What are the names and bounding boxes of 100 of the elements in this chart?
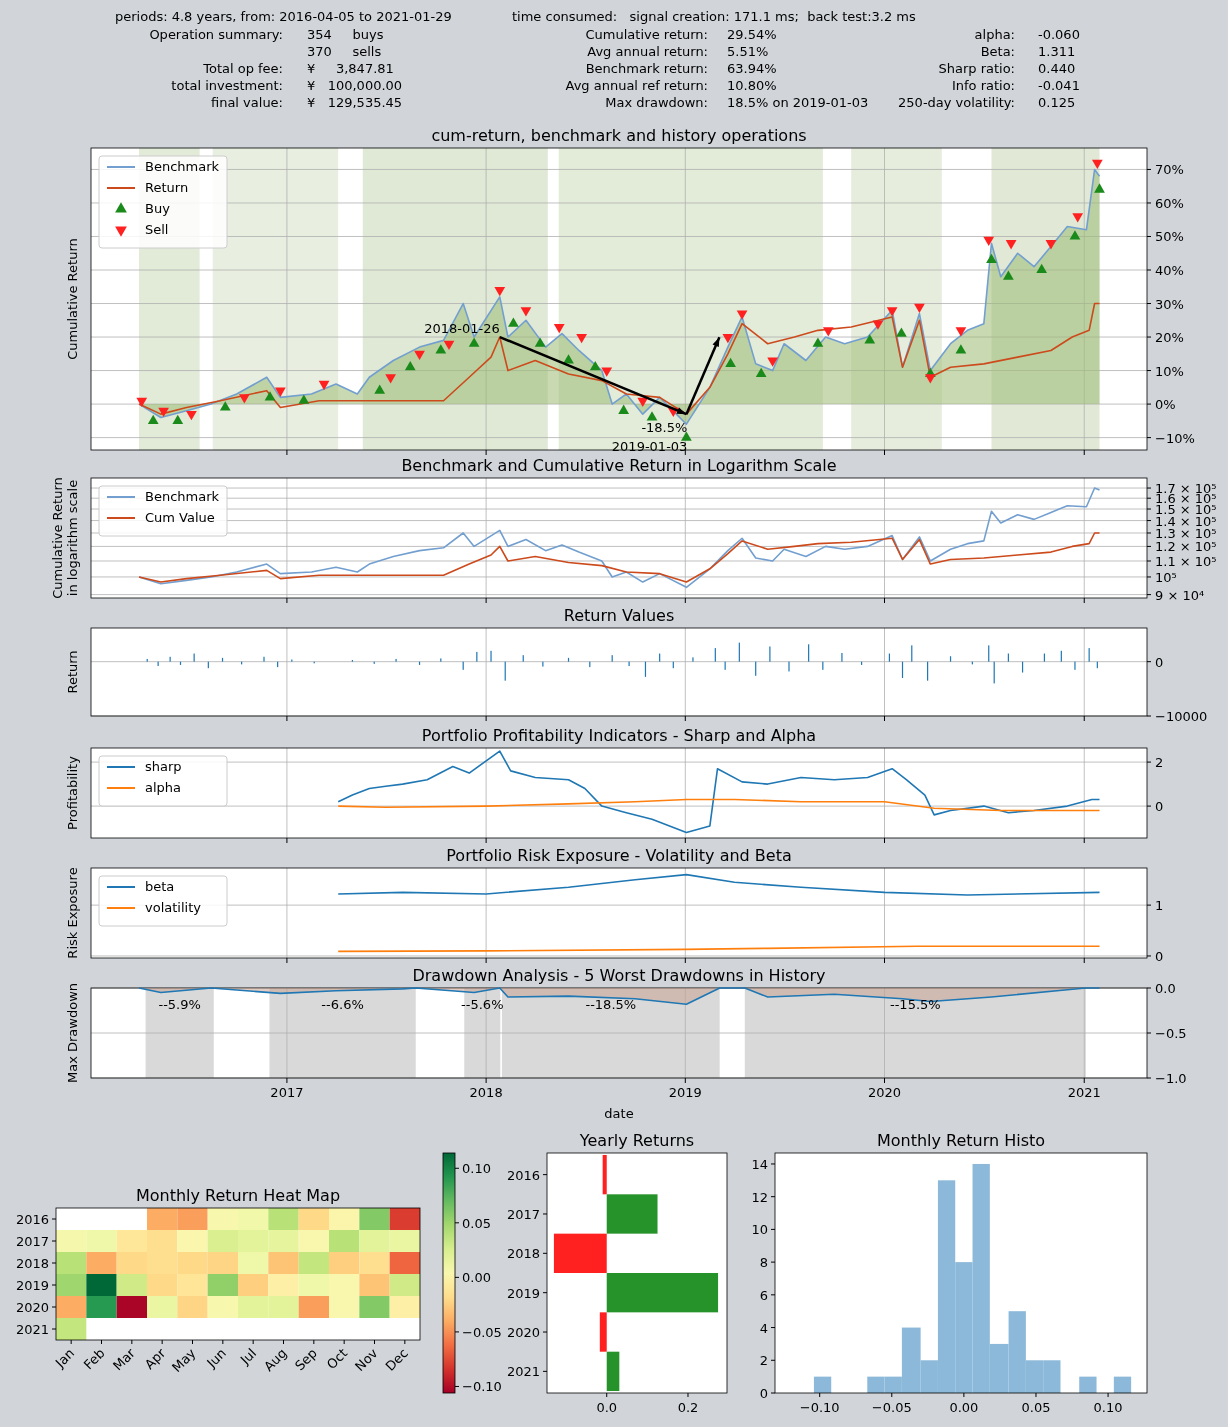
y-tick-label: 0% xyxy=(1155,397,1176,413)
color-bar-label: −0.10 xyxy=(462,1379,502,1395)
point xyxy=(955,327,967,337)
point xyxy=(864,334,876,344)
y-tick-label: 12 xyxy=(751,1189,768,1205)
color-bar-label: 0.10 xyxy=(462,1161,491,1177)
point xyxy=(404,361,416,371)
point xyxy=(896,327,907,337)
y-tick-label: 2017 xyxy=(506,1206,540,1222)
point xyxy=(1045,240,1057,250)
y-tick-label: 2019 xyxy=(15,1278,49,1293)
y-tick-label: 6 xyxy=(759,1287,768,1303)
point xyxy=(955,344,967,354)
point xyxy=(736,310,748,320)
legend-label: Return xyxy=(145,180,189,195)
y-tick-label: 0 xyxy=(759,1386,768,1401)
point xyxy=(646,411,658,421)
color-bar-label: 0.00 xyxy=(462,1270,491,1286)
point xyxy=(219,401,231,411)
point xyxy=(725,357,736,367)
text: 1.311 xyxy=(1038,44,1076,59)
point xyxy=(494,287,506,297)
y-tick-label: 30% xyxy=(1155,296,1184,312)
chart-title: Yearly Returns xyxy=(578,1131,695,1150)
legend-label: Sell xyxy=(145,222,169,237)
line-series xyxy=(138,532,1101,583)
chart-title: Monthly Return Heat Map xyxy=(135,1186,341,1205)
line-series xyxy=(337,750,1101,834)
y-tick-label: 70% xyxy=(1155,162,1184,178)
text: 5.51% xyxy=(727,44,769,59)
text: periods: 4.8 years, from: 2016-04-05 to 2021-01-29 xyxy=(115,9,452,24)
point xyxy=(468,337,480,347)
y-axis-title: Profitability xyxy=(65,755,80,830)
text: Info ratio: xyxy=(951,78,1015,93)
chart-title: Monthly Return Histo xyxy=(876,1131,1046,1150)
y-tick-label: 14 xyxy=(751,1156,768,1172)
annotation: 2019-01-03 xyxy=(611,439,688,455)
y-tick-label: 20% xyxy=(1155,330,1184,346)
point xyxy=(618,404,630,414)
chart-title: Return Values xyxy=(563,606,675,625)
band-label: --6.6% xyxy=(321,997,364,1012)
x-tick-label: Aug xyxy=(261,1345,290,1375)
point xyxy=(755,367,767,378)
chart-title: Drawdown Analysis - 5 Worst Drawdowns in History xyxy=(412,966,826,985)
y-tick-label: 8 xyxy=(759,1255,768,1271)
text: 29.54% xyxy=(727,27,777,42)
point xyxy=(812,337,824,347)
point xyxy=(553,323,565,334)
y-tick-label: 9 × 10⁴ xyxy=(1155,587,1205,603)
text: 250-day volatility: xyxy=(898,95,1015,110)
point xyxy=(983,236,995,247)
text: ¥ 129,535.45 xyxy=(307,95,403,110)
text: 0.440 xyxy=(1038,61,1076,76)
text: Avg annual return: xyxy=(587,44,708,59)
y-tick-label: 0 xyxy=(1155,799,1164,815)
point xyxy=(1072,213,1084,223)
x-tick-label: 0.00 xyxy=(949,1400,979,1415)
x-tick-label: Feb xyxy=(80,1345,108,1373)
x-tick-label: Apr xyxy=(141,1345,169,1373)
y-tick-label: 60% xyxy=(1155,195,1184,211)
y-tick-label: 0 xyxy=(1155,654,1164,670)
y-tick-label: 10 xyxy=(751,1222,768,1238)
y-tick-label: −10000 xyxy=(1155,709,1208,724)
point xyxy=(298,394,310,404)
point xyxy=(172,414,184,424)
point xyxy=(508,317,519,327)
y-tick-label: 1.3 × 10⁵ xyxy=(1155,526,1217,541)
text: final value: xyxy=(210,95,283,110)
legend-label: beta xyxy=(145,879,175,894)
x-tick-label: Nov xyxy=(352,1345,381,1375)
x-axis-title: date xyxy=(604,1106,634,1121)
x-tick-label: 2018 xyxy=(469,1085,503,1100)
y-axis-title: Cumulative Return xyxy=(65,238,80,360)
y-tick-label: 2 xyxy=(1155,755,1164,771)
x-tick-label: −0.10 xyxy=(799,1400,840,1415)
y-tick-label: 2021 xyxy=(15,1322,49,1337)
x-tick-label: 2020 xyxy=(867,1085,902,1100)
legend-label: Cum Value xyxy=(145,510,215,525)
text: Max drawdown: xyxy=(605,95,708,110)
y-tick-label: 50% xyxy=(1155,229,1184,245)
legend-label: volatility xyxy=(145,900,202,915)
point xyxy=(589,361,601,371)
y-tick-label: 10⁵ xyxy=(1155,569,1177,585)
text: ¥ 100,000.00 xyxy=(307,78,403,93)
text: Avg annual ref return: xyxy=(565,78,708,93)
bar xyxy=(602,1154,607,1195)
y-tick-label: 2016 xyxy=(506,1167,540,1183)
y-tick-label: 2020 xyxy=(15,1300,49,1315)
legend-label: Buy xyxy=(145,201,171,216)
text: 354 buys xyxy=(307,27,384,42)
bar xyxy=(553,1233,607,1273)
text: Benchmark return: xyxy=(585,61,708,76)
x-tick-label: Oct xyxy=(323,1345,351,1373)
text: time consumed: signal creation: 171.1 ms; back test:3.2 ms xyxy=(512,9,916,24)
y-tick-label: 40% xyxy=(1155,263,1184,279)
point xyxy=(872,320,884,330)
x-tick-label: 0.0 xyxy=(596,1400,618,1415)
y-axis-title: Max Drawdown xyxy=(65,982,80,1084)
x-tick-label: Mar xyxy=(110,1345,139,1374)
text: total investment: xyxy=(171,78,283,93)
